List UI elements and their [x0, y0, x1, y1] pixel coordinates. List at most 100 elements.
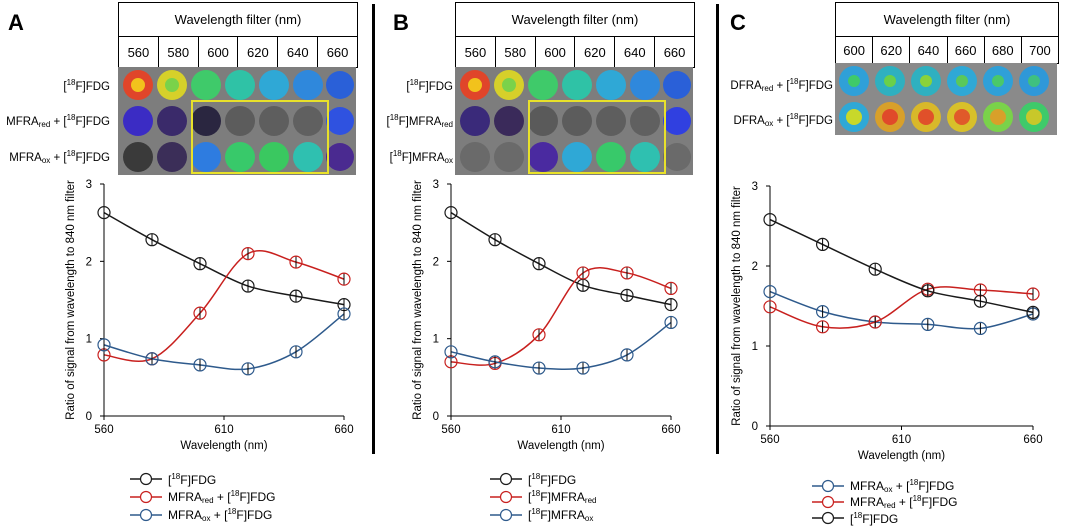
- highlight-box: [191, 100, 329, 174]
- legend-swatch: [490, 490, 522, 504]
- data-point: [815, 320, 830, 334]
- wavelength-filter-table: Wavelength filter (nm) 560 580 600 620 6…: [118, 2, 358, 68]
- data-point: [664, 315, 678, 330]
- legend-item: [18F]FDG: [490, 470, 596, 488]
- legend-b: [18F]FDG [18F]MFRAred [18F]MFRAox: [490, 470, 596, 524]
- data-point: [763, 284, 777, 299]
- well-row-mfra-ox: [123, 142, 354, 172]
- panel-divider: [716, 4, 719, 454]
- data-point: [193, 306, 207, 320]
- filter-cell: 640: [278, 37, 319, 67]
- data-point: [97, 338, 111, 352]
- legend-item: [18F]FDG: [812, 510, 957, 526]
- data-point: [145, 352, 159, 366]
- data-point: [289, 255, 303, 269]
- well-row-fdg: [460, 70, 691, 100]
- legend-label: MFRAred + [18F]FDG: [168, 489, 276, 505]
- legend-label: [18F]MFRAred: [528, 489, 597, 505]
- filter-cell: 600: [536, 37, 576, 67]
- x-tick-label: 610: [551, 424, 570, 436]
- filter-cell: 660: [663, 44, 686, 60]
- legend-swatch: [490, 508, 522, 522]
- legend-label: [18F]FDG: [168, 471, 217, 487]
- well-row-fdg: [123, 70, 354, 100]
- data-point: [532, 361, 546, 375]
- filter-cell: 620: [238, 37, 279, 67]
- row-label-fdg: [18F]FDG: [63, 78, 110, 93]
- series-line: [450, 321, 672, 371]
- filter-cell: 700: [1029, 42, 1051, 58]
- legend-swatch: [812, 495, 844, 509]
- y-tick-label: 3: [433, 179, 439, 191]
- highlight-box: [528, 100, 666, 174]
- filter-header-row: 600 620 640 660 680 700: [836, 37, 1058, 63]
- row-label-dfra-ox: DFRAox + [18F]FDG: [733, 112, 833, 128]
- y-tick-label: 0: [433, 411, 439, 423]
- legend-swatch: [812, 511, 844, 525]
- data-point: [664, 298, 678, 312]
- legend-item: MFRAred + [18F]FDG: [812, 494, 957, 510]
- row-label-mfra-red: MFRAred + [18F]FDG: [6, 113, 110, 129]
- data-point: [97, 206, 111, 220]
- filter-cell: 600: [199, 37, 239, 67]
- series-line: [450, 211, 672, 306]
- filter-cell: 560: [456, 37, 496, 67]
- y-tick-label: 3: [752, 181, 758, 193]
- line-chart-c: 0 1 2 3 560 610 660 Wavelength (nm) Ratio of sig…: [731, 181, 1043, 462]
- data-point: [532, 257, 546, 271]
- legend-label: MFRAox + [18F]FDG: [168, 507, 273, 523]
- well-row-dfra-ox: [839, 102, 1049, 132]
- well-row-dfra-red: [839, 66, 1049, 96]
- series-line: [769, 218, 1034, 314]
- panel-letter: A: [8, 10, 24, 35]
- well-row-mfra-red: [123, 106, 354, 136]
- row-label-fdg: [18F]FDG: [406, 78, 453, 93]
- legend-swatch: [130, 508, 162, 522]
- series-line: [103, 249, 345, 362]
- filter-cell: 640: [615, 37, 656, 67]
- panel-letter: C: [730, 10, 746, 35]
- y-tick-label: 1: [752, 341, 758, 353]
- data-point: [145, 233, 159, 247]
- data-point: [620, 288, 634, 302]
- well-row-mfra-ox: [460, 142, 691, 172]
- filter-cell: 680: [985, 37, 1022, 63]
- x-axis-label: Wavelength (nm): [858, 450, 945, 462]
- data-point: [241, 279, 255, 293]
- filter-cell: 660: [326, 44, 349, 60]
- data-point: [620, 348, 634, 362]
- wavelength-filter-table: Wavelength filter (nm) 560 580 600 620 6…: [455, 2, 695, 68]
- data-point: [763, 212, 777, 227]
- x-axis-label: Wavelength (nm): [180, 440, 267, 452]
- x-tick-label: 660: [661, 424, 680, 436]
- filter-cell: 580: [496, 37, 536, 67]
- legend-item: MFRAox + [18F]FDG: [130, 506, 275, 524]
- data-point: [193, 257, 207, 271]
- data-point: [576, 361, 590, 375]
- y-tick-label: 2: [752, 261, 758, 273]
- data-point: [337, 307, 351, 321]
- well-plate-image: [118, 67, 356, 175]
- y-tick-label: 2: [433, 256, 439, 268]
- y-tick-label: 3: [86, 179, 92, 191]
- data-point: [289, 289, 303, 303]
- data-point: [444, 345, 458, 359]
- data-point: [921, 317, 935, 331]
- data-point: [815, 305, 830, 319]
- legend-swatch: [130, 490, 162, 504]
- legend-c: MFRAox + [18F]FDG MFRAred + [18F]FDG [18F]…: [812, 478, 957, 526]
- data-point: [973, 294, 987, 308]
- x-tick-label: 610: [214, 424, 233, 436]
- data-point: [815, 237, 830, 252]
- legend-a: [18F]FDG MFRAred + [18F]FDG MFRAox + [18F]…: [130, 470, 275, 524]
- line-chart-a: 0 1 2 3 560 610 660 Wavelength (nm) Ratio of sig…: [65, 179, 354, 452]
- y-tick-label: 1: [433, 334, 439, 346]
- legend-label: [18F]FDG: [850, 510, 899, 526]
- filter-cell: 620: [873, 37, 911, 63]
- legend-item: MFRAred + [18F]FDG: [130, 488, 275, 506]
- y-axis-label: Ratio of signal from wavelength to 840 n…: [731, 186, 743, 426]
- data-point: [532, 328, 546, 342]
- data-point: [664, 281, 678, 296]
- filter-title: Wavelength filter (nm): [836, 3, 1058, 37]
- panel-a: A Wavelength filter (nm) 560 580 600 620…: [0, 0, 370, 528]
